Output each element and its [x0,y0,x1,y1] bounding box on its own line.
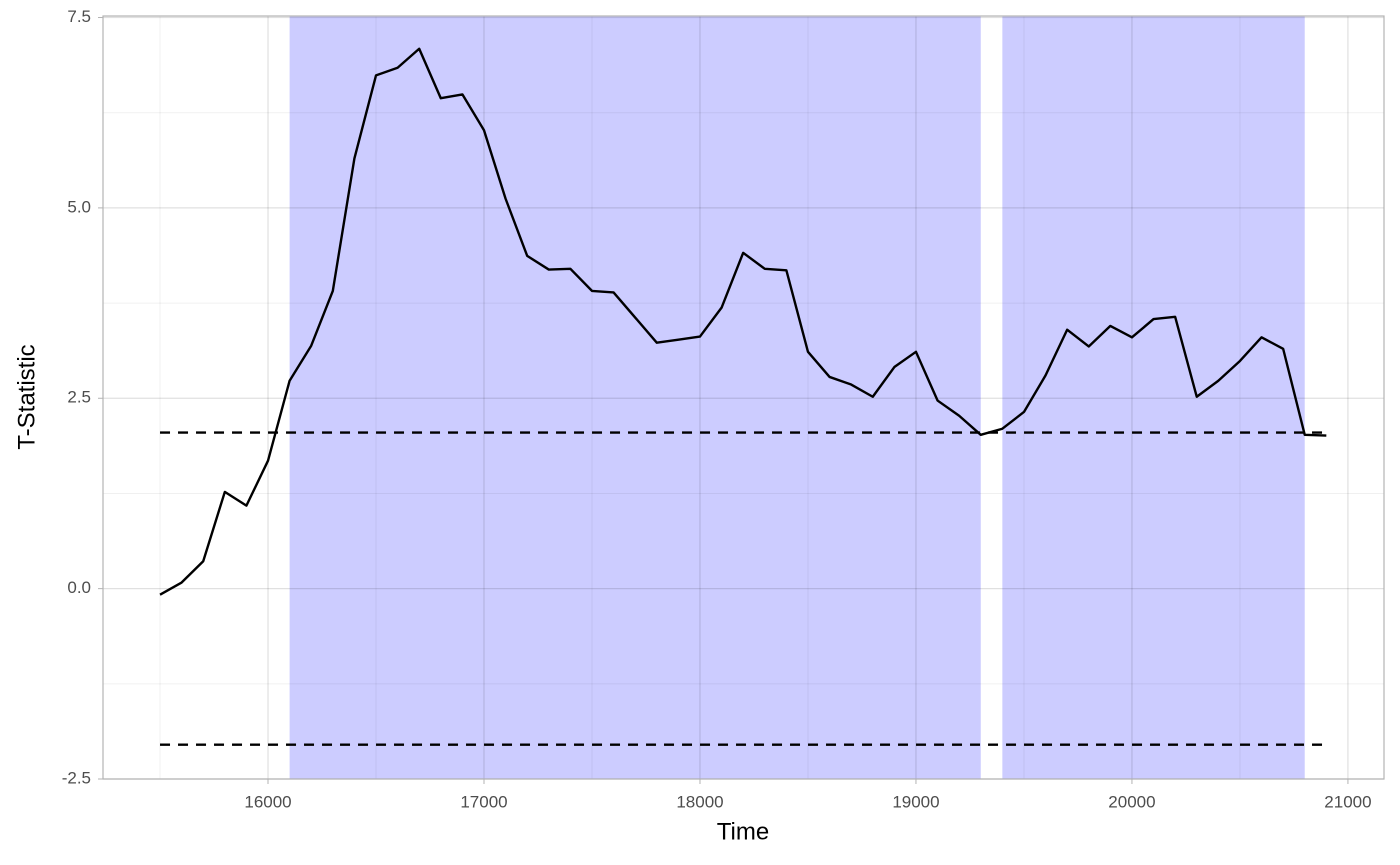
x-tick-label: 16000 [244,792,291,811]
y-tick-label: 0.0 [67,578,91,597]
x-tick-label: 17000 [460,792,507,811]
plot-frame [102,15,1385,780]
x-axis-title: Time [717,818,769,845]
shaded-region [1002,16,1305,779]
x-tick-label: 18000 [676,792,723,811]
y-tick-label: 2.5 [67,388,91,407]
x-tick-label: 21000 [1324,792,1371,811]
y-tick-label: 5.0 [67,197,91,216]
y-axis-title: T-Statistic [13,344,40,449]
y-tick-label: 7.5 [67,7,91,26]
x-tick-label: 19000 [892,792,939,811]
series-line [159,47,1327,596]
x-tick-label: 20000 [1108,792,1155,811]
y-tick-label: -2.5 [62,768,91,787]
shaded-region [289,16,981,779]
